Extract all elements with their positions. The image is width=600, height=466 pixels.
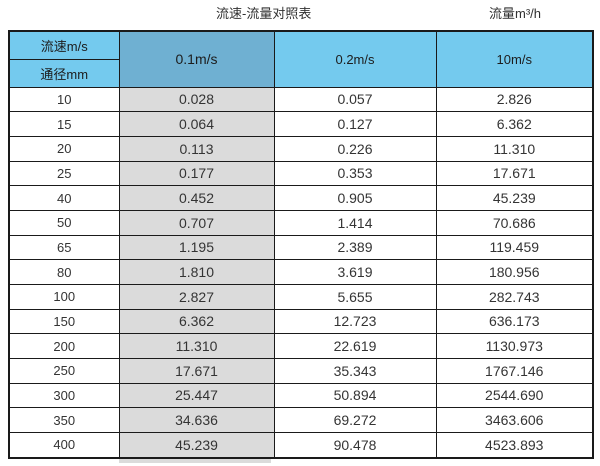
value-cell: 0.127 <box>273 111 437 137</box>
diameter-cell: 65 <box>8 234 120 261</box>
value-cell: 0.707 <box>118 209 275 236</box>
table-row: 300 25.447 50.894 2544.690 <box>8 382 594 409</box>
unit-label: 流量m³/h <box>489 6 542 21</box>
value-cell: 0.353 <box>273 160 437 187</box>
table-row: 20 0.113 0.226 11.310 <box>8 135 594 162</box>
diameter-cell: 400 <box>8 431 120 459</box>
value-cell: 1.414 <box>273 209 437 236</box>
value-cell: 6.362 <box>118 308 275 335</box>
diameter-cell: 100 <box>8 283 120 310</box>
value-cell: 0.905 <box>273 185 437 211</box>
value-cell: 50.894 <box>273 382 437 409</box>
header-velocity-10ms: 10m/s <box>435 30 594 88</box>
table-row: 50 0.707 1.414 70.686 <box>8 209 594 236</box>
value-cell: 6.362 <box>435 111 594 137</box>
value-cell: 3.619 <box>273 259 437 285</box>
table-row: 65 1.195 2.389 119.459 <box>8 234 594 261</box>
value-cell: 12.723 <box>273 308 437 335</box>
table-header: 流速m/s 0.1m/s 0.2m/s 10m/s 通径mm <box>8 30 594 88</box>
diameter-cell: 150 <box>8 308 120 335</box>
value-cell: 2.827 <box>118 283 275 310</box>
value-cell: 282.743 <box>435 283 594 310</box>
diameter-cell: 350 <box>8 407 120 433</box>
table-body: 10 0.028 0.057 2.826 15 0.064 0.127 6.36… <box>8 86 594 459</box>
header-velocity-02ms: 0.2m/s <box>273 30 437 88</box>
page-title: 流速-流量对照表 <box>216 6 312 21</box>
value-cell: 0.028 <box>118 86 275 113</box>
table-row: 40 0.452 0.905 45.239 <box>8 185 594 211</box>
header-row-velocity: 流速m/s 0.1m/s 0.2m/s 10m/s <box>8 30 594 88</box>
header-row-diameter: 通径mm <box>8 58 593 88</box>
value-cell: 0.057 <box>273 86 437 113</box>
diameter-cell: 40 <box>8 185 120 211</box>
value-cell: 35.343 <box>273 357 437 384</box>
value-cell: 25.447 <box>118 382 275 409</box>
table-row: 150 6.362 12.723 636.173 <box>8 308 594 335</box>
value-cell: 1130.973 <box>435 333 594 359</box>
header-velocity-01ms: 0.1m/s <box>118 30 275 88</box>
value-cell: 0.452 <box>118 185 275 211</box>
diameter-cell: 25 <box>8 160 120 187</box>
table-row: 25 0.177 0.353 17.671 <box>8 160 594 187</box>
value-cell: 11.310 <box>118 333 275 359</box>
value-cell: 2544.690 <box>435 382 594 409</box>
value-cell: 5.655 <box>273 283 437 310</box>
table-row: 15 0.064 0.127 6.362 <box>8 111 594 137</box>
value-cell: 0.226 <box>273 135 437 162</box>
value-cell: 4523.893 <box>435 431 594 459</box>
value-cell: 70.686 <box>435 209 594 236</box>
value-cell: 1.810 <box>118 259 275 285</box>
value-cell: 45.239 <box>118 431 275 459</box>
header-diameter-label: 通径mm <box>8 58 120 88</box>
value-cell: 0.064 <box>118 111 275 137</box>
diameter-cell: 10 <box>8 86 120 113</box>
diameter-cell: 250 <box>8 357 120 384</box>
value-cell: 69.272 <box>273 407 437 433</box>
diameter-cell: 50 <box>8 209 120 236</box>
value-cell: 0.177 <box>118 160 275 187</box>
value-cell: 3463.606 <box>435 407 594 433</box>
value-cell: 2.826 <box>435 86 594 113</box>
flow-table: 流速m/s 0.1m/s 0.2m/s 10m/s 通径mm 10 0.028 … <box>8 30 594 459</box>
value-cell: 11.310 <box>435 135 594 162</box>
value-cell: 636.173 <box>435 308 594 335</box>
value-cell: 17.671 <box>118 357 275 384</box>
table-row: 400 45.239 90.478 4523.893 <box>8 431 594 459</box>
value-cell: 0.113 <box>118 135 275 162</box>
value-cell: 34.636 <box>118 407 275 433</box>
header-velocity-label: 流速m/s <box>8 30 120 60</box>
diameter-cell: 300 <box>8 382 120 409</box>
value-cell: 45.239 <box>435 185 594 211</box>
diameter-cell: 80 <box>8 259 120 285</box>
diameter-cell: 15 <box>8 111 120 137</box>
table-row: 250 17.671 35.343 1767.146 <box>8 357 594 384</box>
value-cell: 17.671 <box>435 160 594 187</box>
value-cell: 90.478 <box>273 431 437 459</box>
table-row: 100 2.827 5.655 282.743 <box>8 283 594 310</box>
gray-column-overhang <box>119 459 271 463</box>
diameter-cell: 20 <box>8 135 120 162</box>
value-cell: 22.619 <box>273 333 437 359</box>
table-row: 10 0.028 0.057 2.826 <box>8 86 594 113</box>
diameter-cell: 200 <box>8 333 120 359</box>
value-cell: 119.459 <box>435 234 594 261</box>
table-row: 80 1.810 3.619 180.956 <box>8 259 594 285</box>
value-cell: 1767.146 <box>435 357 594 384</box>
table-row: 350 34.636 69.272 3463.606 <box>8 407 594 433</box>
value-cell: 180.956 <box>435 259 594 285</box>
table-row: 200 11.310 22.619 1130.973 <box>8 333 594 359</box>
value-cell: 1.195 <box>118 234 275 261</box>
value-cell: 2.389 <box>273 234 437 261</box>
